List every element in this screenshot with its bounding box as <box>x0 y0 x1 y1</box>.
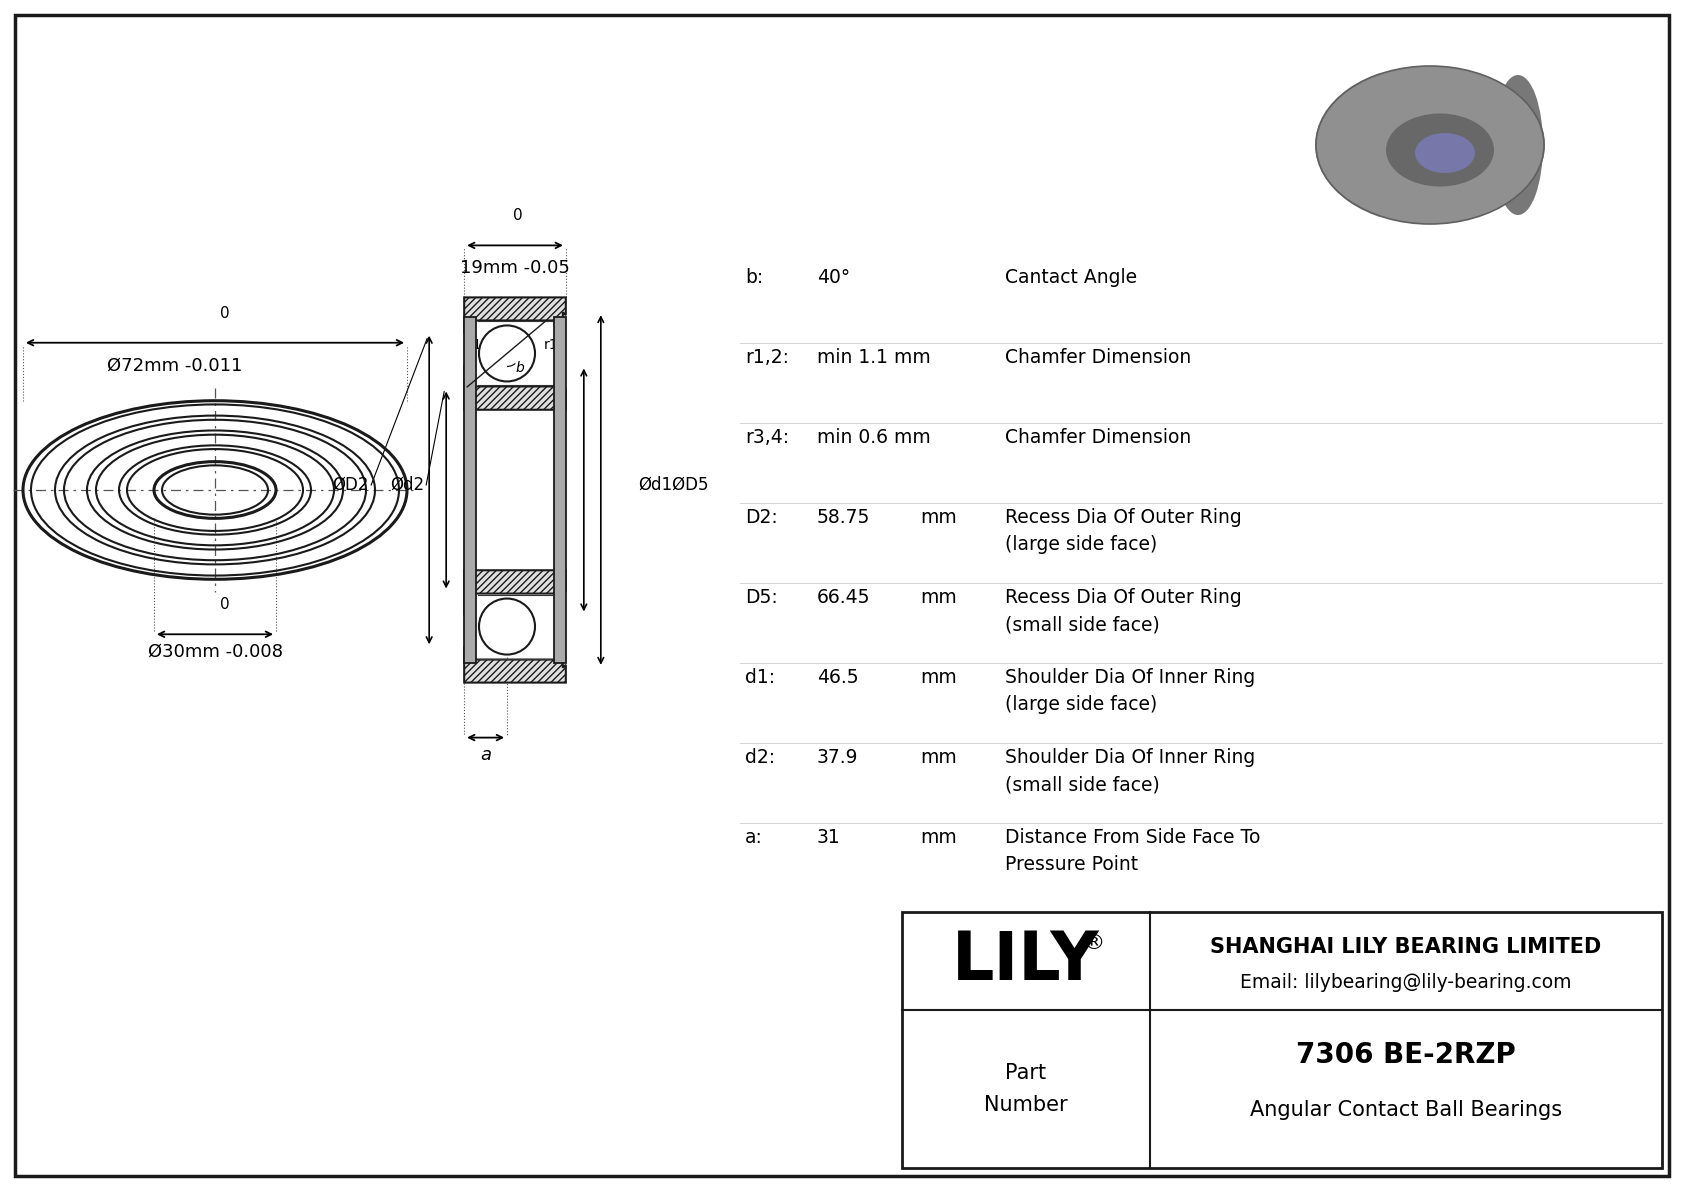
Ellipse shape <box>1384 112 1495 187</box>
Text: mm: mm <box>919 668 957 687</box>
Ellipse shape <box>1340 85 1440 145</box>
Bar <box>903 912 1662 1168</box>
Text: 0: 0 <box>221 306 229 320</box>
Text: mm: mm <box>919 828 957 847</box>
Text: Shoulder Dia Of Inner Ring
(large side face): Shoulder Dia Of Inner Ring (large side f… <box>1005 668 1255 715</box>
Text: r1: r1 <box>544 337 559 351</box>
Text: r1: r1 <box>468 301 483 316</box>
Text: r3,4:: r3,4: <box>744 428 790 447</box>
Text: 31: 31 <box>817 828 840 847</box>
Text: r3: r3 <box>544 301 559 316</box>
Text: Shoulder Dia Of Inner Ring
(small side face): Shoulder Dia Of Inner Ring (small side f… <box>1005 748 1255 794</box>
Polygon shape <box>465 298 566 336</box>
Text: b:: b: <box>744 268 763 287</box>
Text: Ød2: Ød2 <box>391 476 424 494</box>
Text: D5:: D5: <box>744 588 778 607</box>
Text: 46.5: 46.5 <box>817 668 859 687</box>
Text: r2: r2 <box>487 301 502 316</box>
Text: Recess Dia Of Outer Ring
(small side face): Recess Dia Of Outer Ring (small side fac… <box>1005 588 1241 635</box>
Text: 66.45: 66.45 <box>817 588 871 607</box>
Text: ®: ® <box>1083 933 1105 953</box>
Bar <box>554 318 566 662</box>
Text: r1: r1 <box>468 337 483 351</box>
Text: d1:: d1: <box>744 668 775 687</box>
Ellipse shape <box>1315 66 1544 224</box>
Text: r2: r2 <box>544 393 559 407</box>
Text: Chamfer Dimension: Chamfer Dimension <box>1005 348 1191 367</box>
Text: LILY: LILY <box>951 928 1100 994</box>
Text: Angular Contact Ball Bearings: Angular Contact Ball Bearings <box>1250 1100 1563 1120</box>
Text: Part
Number: Part Number <box>983 1062 1068 1116</box>
Text: Email: lilybearing@lily-bearing.com: Email: lilybearing@lily-bearing.com <box>1239 973 1571 991</box>
Text: mm: mm <box>919 748 957 767</box>
Text: a: a <box>480 746 492 763</box>
Text: Chamfer Dimension: Chamfer Dimension <box>1005 428 1191 447</box>
Bar <box>465 318 477 662</box>
Text: 58.75: 58.75 <box>817 509 871 526</box>
Text: Cantact Angle: Cantact Angle <box>1005 268 1137 287</box>
Text: d2:: d2: <box>744 748 775 767</box>
Text: 0: 0 <box>514 208 522 224</box>
Circle shape <box>478 325 536 381</box>
Text: 7306 BE-2RZP: 7306 BE-2RZP <box>1297 1041 1516 1070</box>
Ellipse shape <box>1494 75 1543 216</box>
Text: Ø30mm -0.008: Ø30mm -0.008 <box>148 642 283 660</box>
Text: r4: r4 <box>520 301 536 316</box>
Circle shape <box>478 599 536 655</box>
Text: Distance From Side Face To
Pressure Point: Distance From Side Face To Pressure Poin… <box>1005 828 1260 874</box>
Text: mm: mm <box>919 509 957 526</box>
Text: SHANGHAI LILY BEARING LIMITED: SHANGHAI LILY BEARING LIMITED <box>1211 937 1601 958</box>
Text: Ø72mm -0.011: Ø72mm -0.011 <box>108 357 242 375</box>
Text: 37.9: 37.9 <box>817 748 859 767</box>
Text: D2:: D2: <box>744 509 778 526</box>
Ellipse shape <box>1415 132 1475 174</box>
Polygon shape <box>465 366 566 410</box>
Bar <box>1379 45 1521 245</box>
Text: r2: r2 <box>468 393 483 407</box>
Text: ØD2: ØD2 <box>333 476 369 494</box>
Text: 19mm -0.05: 19mm -0.05 <box>460 260 569 278</box>
Text: r1,2:: r1,2: <box>744 348 790 367</box>
Text: min 1.1 mm: min 1.1 mm <box>817 348 931 367</box>
Text: 40°: 40° <box>817 268 850 287</box>
Text: Recess Dia Of Outer Ring
(large side face): Recess Dia Of Outer Ring (large side fac… <box>1005 509 1241 554</box>
Text: b: b <box>515 361 524 375</box>
Ellipse shape <box>1386 113 1494 187</box>
Ellipse shape <box>1415 133 1475 173</box>
Polygon shape <box>465 570 566 615</box>
Polygon shape <box>465 644 566 682</box>
Text: a:: a: <box>744 828 763 847</box>
Text: min 0.6 mm: min 0.6 mm <box>817 428 931 447</box>
Ellipse shape <box>1315 66 1544 225</box>
Text: mm: mm <box>919 588 957 607</box>
Text: 0: 0 <box>221 597 229 612</box>
Text: Ød1ØD5: Ød1ØD5 <box>638 476 709 494</box>
